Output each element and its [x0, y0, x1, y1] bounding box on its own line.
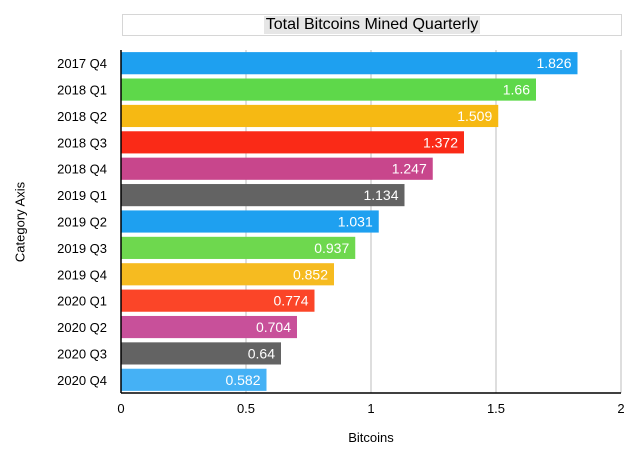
- bar: [121, 315, 297, 339]
- bar: [121, 368, 267, 391]
- data-label: 1.134: [363, 187, 398, 203]
- data-label: 1.509: [457, 108, 492, 124]
- bar: [121, 104, 499, 128]
- y-tick-label: 2018 Q2: [57, 109, 107, 124]
- y-tick-label: 2018 Q4: [57, 162, 107, 177]
- bar: [121, 52, 578, 75]
- y-tick-label: 2020 Q2: [57, 320, 107, 335]
- bar: [121, 342, 281, 365]
- bar: [121, 236, 356, 259]
- bar: [121, 157, 433, 180]
- y-tick-label: 2019 Q3: [57, 241, 107, 256]
- x-tick-label: 1: [367, 401, 374, 416]
- x-axis-label: Bitcoins: [348, 430, 394, 445]
- x-tick-label: 0.5: [237, 401, 255, 416]
- data-label: 1.66: [503, 82, 530, 98]
- y-tick-label: 2018 Q1: [57, 83, 107, 98]
- y-tick-label: 2020 Q1: [57, 294, 107, 309]
- x-tick-label: 2: [617, 401, 624, 416]
- data-label: 1.031: [338, 214, 373, 230]
- bar: [121, 263, 334, 286]
- y-tick-label: 2019 Q2: [57, 215, 107, 230]
- data-label: 0.582: [225, 372, 260, 388]
- bar: [121, 184, 405, 207]
- bar: [121, 78, 536, 101]
- x-tick-label: 0: [117, 401, 124, 416]
- bar: [121, 289, 315, 312]
- y-tick-label: 2018 Q3: [57, 135, 107, 150]
- chart-title-box: Total Bitcoins Mined Quarterly: [122, 14, 622, 36]
- data-label: 0.937: [314, 240, 349, 256]
- data-label: 1.372: [423, 134, 458, 150]
- data-label: 0.704: [256, 319, 291, 335]
- bar: [121, 210, 379, 233]
- y-tick-label: 2020 Q4: [57, 373, 107, 388]
- x-tick-label: 1.5: [487, 401, 505, 416]
- data-label: 0.64: [248, 345, 275, 361]
- data-label: 0.774: [273, 293, 308, 309]
- data-label: 1.826: [536, 55, 571, 71]
- chart-title: Total Bitcoins Mined Quarterly: [263, 16, 481, 34]
- y-tick-label: 2019 Q4: [57, 267, 107, 282]
- y-tick-label: 2017 Q4: [57, 56, 107, 71]
- y-tick-label: 2019 Q1: [57, 188, 107, 203]
- data-label: 1.247: [392, 161, 427, 177]
- bar: [121, 131, 464, 154]
- data-label: 0.852: [293, 266, 328, 282]
- y-tick-label: 2020 Q3: [57, 346, 107, 361]
